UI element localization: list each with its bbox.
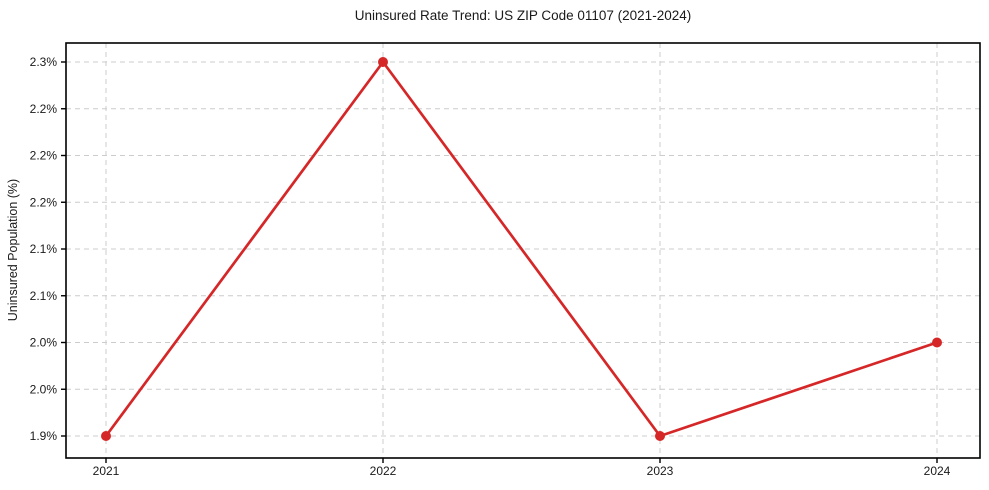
y-tick-label: 2.2% bbox=[30, 195, 58, 209]
y-tick-label: 2.0% bbox=[30, 382, 58, 396]
y-tick-label: 2.1% bbox=[30, 289, 58, 303]
y-tick-label: 2.2% bbox=[30, 149, 58, 163]
x-tick-label: 2023 bbox=[647, 464, 674, 478]
data-point bbox=[378, 57, 388, 67]
y-tick-label: 2.1% bbox=[30, 242, 58, 256]
y-tick-label: 1.9% bbox=[30, 429, 58, 443]
y-tick-label: 2.3% bbox=[30, 55, 58, 69]
chart-title: Uninsured Rate Trend: US ZIP Code 01107 … bbox=[354, 8, 692, 23]
y-axis-label: Uninsured Population (%) bbox=[6, 178, 20, 322]
y-tick-label: 2.0% bbox=[30, 336, 58, 350]
x-tick-label: 2021 bbox=[93, 464, 120, 478]
data-point bbox=[101, 431, 111, 441]
y-tick-label: 2.2% bbox=[30, 102, 58, 116]
data-point bbox=[655, 431, 665, 441]
plot-border bbox=[65, 42, 981, 459]
x-tick-label: 2022 bbox=[370, 464, 397, 478]
data-point bbox=[932, 337, 942, 348]
x-tick-label: 2024 bbox=[924, 464, 951, 478]
trend-line bbox=[104, 60, 939, 438]
